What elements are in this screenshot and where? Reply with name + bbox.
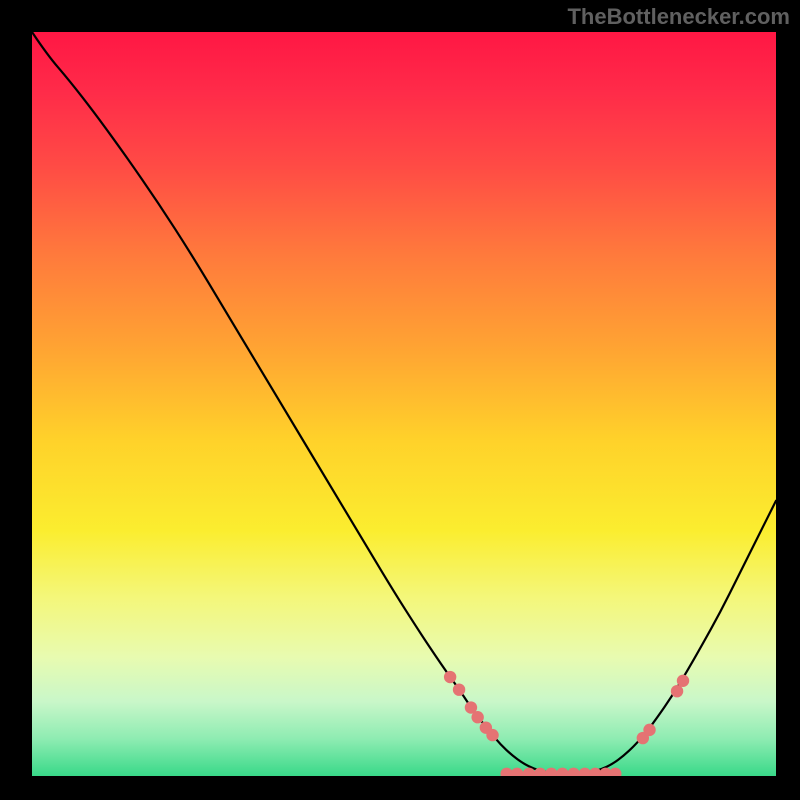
- data-marker: [453, 683, 465, 695]
- data-marker: [609, 768, 621, 776]
- data-marker: [471, 711, 483, 723]
- data-marker: [677, 675, 689, 687]
- chart-frame: TheBottlenecker.com: [0, 0, 800, 800]
- plot-area: [32, 32, 776, 776]
- data-marker: [556, 768, 568, 776]
- bottleneck-curve: [32, 32, 776, 774]
- data-marker: [643, 724, 655, 736]
- data-marker: [444, 671, 456, 683]
- data-marker: [486, 729, 498, 741]
- data-marker: [567, 768, 579, 776]
- watermark-text: TheBottlenecker.com: [567, 4, 790, 30]
- chart-svg-overlay: [32, 32, 776, 776]
- data-marker: [671, 685, 683, 697]
- data-marker: [545, 768, 557, 776]
- data-marker: [511, 768, 523, 776]
